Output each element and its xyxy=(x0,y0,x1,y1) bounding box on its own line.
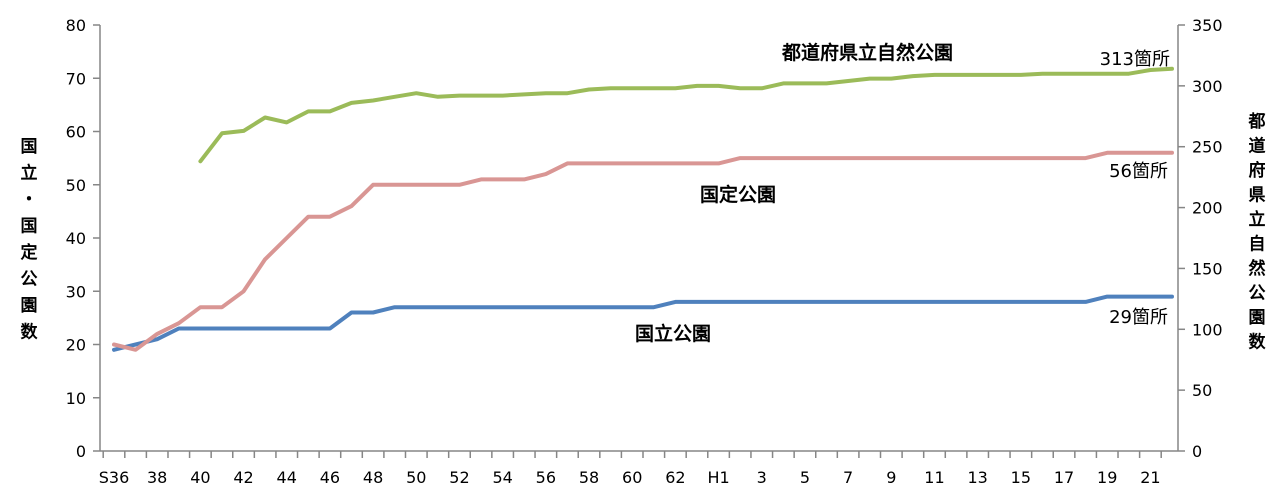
y-left-tick-label: 30 xyxy=(66,282,86,301)
x-tick-label: 46 xyxy=(320,468,340,487)
x-tick-label: 60 xyxy=(622,468,642,487)
y-right-tick-label: 150 xyxy=(1192,259,1223,278)
x-tick-label: 44 xyxy=(277,468,297,487)
axis-title-char: 自 xyxy=(1249,234,1266,255)
x-tick-label: 9 xyxy=(886,468,896,487)
x-tick-label: 38 xyxy=(147,468,167,487)
y-right-tick-label: 300 xyxy=(1192,77,1223,96)
tick-labels-group: 01020304050607080050100150200250300350S3… xyxy=(66,16,1223,487)
axis-title-char: 公 xyxy=(1249,284,1266,304)
x-tick-label: 3 xyxy=(757,468,767,487)
axis-title-char: 立 xyxy=(1249,209,1266,230)
x-tick-label: 52 xyxy=(449,468,469,487)
series-group xyxy=(112,66,1174,352)
axis-title-char: 数 xyxy=(1249,332,1267,353)
x-tick-label: 40 xyxy=(190,468,210,487)
x-tick-label: 7 xyxy=(843,468,853,487)
series-end-label: 313箇所 xyxy=(1100,49,1170,70)
x-tick-label: 56 xyxy=(536,468,556,487)
y-right-tick-label: 50 xyxy=(1192,381,1212,400)
axis-title-char: 園 xyxy=(1249,308,1266,328)
x-tick-label: S36 xyxy=(99,468,130,487)
x-tick-label: 15 xyxy=(1011,468,1031,487)
x-tick-label: 13 xyxy=(967,468,987,487)
x-tick-label: 58 xyxy=(579,468,599,487)
x-tick-label: H1 xyxy=(707,468,729,487)
axis-title-char: 公 xyxy=(21,270,38,290)
x-tick-label: 48 xyxy=(363,468,383,487)
x-tick-label: 17 xyxy=(1054,468,1074,487)
axis-title-char: 然 xyxy=(1249,258,1266,279)
y-right-tick-label: 200 xyxy=(1192,199,1223,218)
series-end-label: 56箇所 xyxy=(1109,161,1168,182)
y-right-tick-label: 0 xyxy=(1192,442,1202,461)
axis-title-char: 国 xyxy=(21,137,38,157)
series-name-label: 国立公園 xyxy=(635,322,711,345)
y-left-tick-label: 50 xyxy=(66,176,86,195)
y-left-tick-label: 40 xyxy=(66,229,86,248)
series-line xyxy=(112,294,1174,352)
axis-title-char: 道 xyxy=(1249,136,1266,157)
y-left-tick-label: 60 xyxy=(66,123,86,142)
axis-title-char: 県 xyxy=(1249,186,1266,206)
axis-title-char: 立 xyxy=(21,163,38,184)
x-tick-label: 42 xyxy=(233,468,253,487)
series-line xyxy=(112,150,1174,352)
y-left-tick-label: 70 xyxy=(66,69,86,88)
y-left-tick-label: 0 xyxy=(76,442,86,461)
x-tick-label: 5 xyxy=(800,468,810,487)
axis-title-char: 定 xyxy=(21,242,38,263)
axis-title-char: 都 xyxy=(1248,111,1266,132)
axis-title-char: 園 xyxy=(21,296,38,316)
axis-title-char: 国 xyxy=(21,217,38,237)
labels-group: 国立公園国定公園都道府県立自然公園29箇所56箇所313箇所国立・国定公園数都道… xyxy=(21,41,1267,353)
y-left-tick-label: 80 xyxy=(66,16,86,35)
axis-title-char: ・ xyxy=(21,190,38,210)
series-end-label: 29箇所 xyxy=(1109,307,1168,328)
series-name-label: 都道府県立自然公園 xyxy=(781,41,953,64)
axis-title-char: 府 xyxy=(1249,160,1266,181)
series-line xyxy=(198,66,1174,164)
x-tick-label: 54 xyxy=(492,468,512,487)
axis-title-char: 数 xyxy=(21,322,39,343)
x-tick-label: 19 xyxy=(1097,468,1117,487)
y-left-tick-label: 10 xyxy=(66,389,86,408)
y-right-tick-label: 100 xyxy=(1192,320,1223,339)
axes-group xyxy=(93,24,1185,458)
x-tick-label: 21 xyxy=(1140,468,1160,487)
x-tick-label: 62 xyxy=(665,468,685,487)
x-tick-label: 50 xyxy=(406,468,426,487)
y-right-tick-label: 250 xyxy=(1192,138,1223,157)
x-tick-label: 11 xyxy=(924,468,944,487)
y-left-tick-label: 20 xyxy=(66,336,86,355)
y-right-tick-label: 350 xyxy=(1192,16,1223,35)
series-name-label: 国定公園 xyxy=(700,183,776,206)
